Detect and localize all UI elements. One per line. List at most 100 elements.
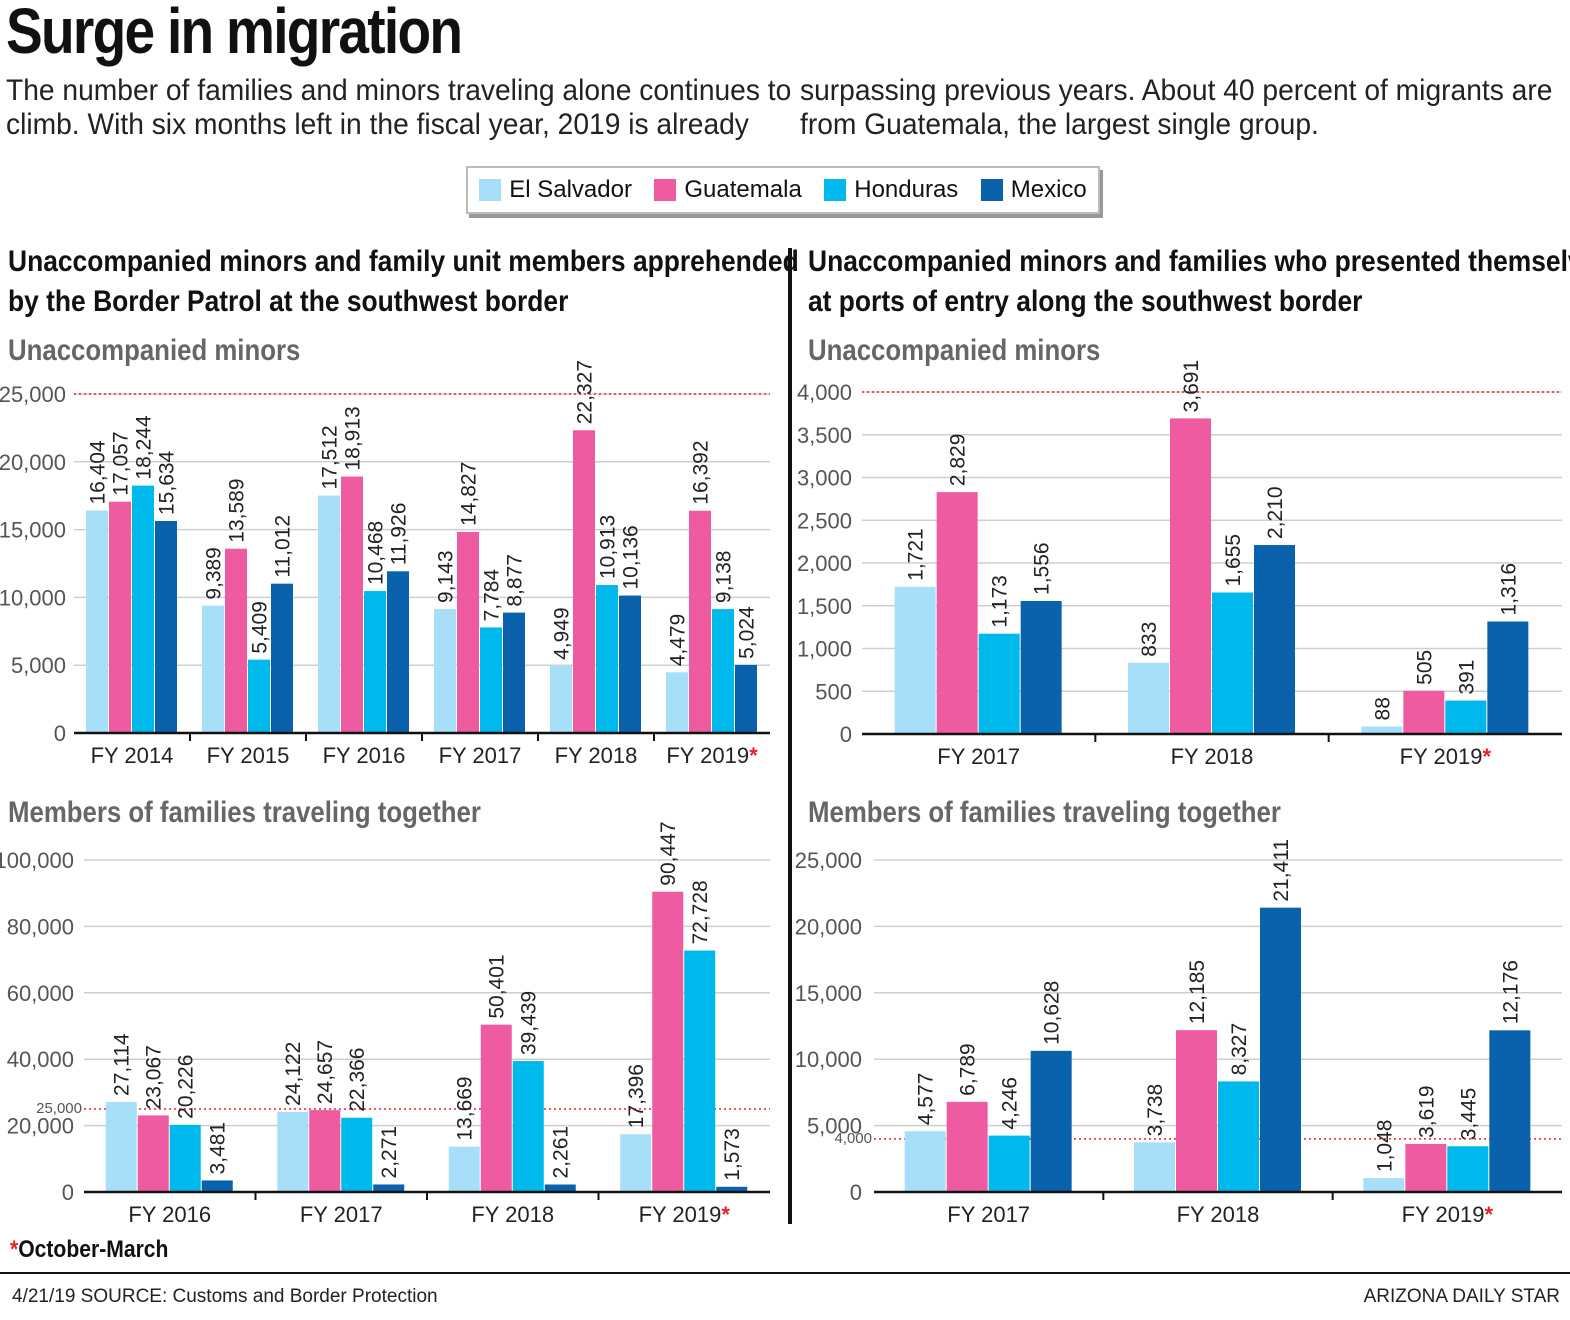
- bar: [1128, 662, 1169, 734]
- x-tick-label: FY 2019*: [1402, 1202, 1494, 1227]
- data-label: 11,926: [388, 503, 411, 566]
- x-tick-label: FY 2019*: [639, 1202, 731, 1227]
- x-tick-label: FY 2018: [471, 1202, 554, 1227]
- intro-right: surpassing previous years. About 40 perc…: [800, 74, 1552, 142]
- data-label: 4,479: [667, 614, 690, 667]
- legend-item-guatemala: Guatemala: [654, 176, 802, 204]
- data-label: 27,114: [111, 1033, 134, 1096]
- intro-left: The number of families and minors travel…: [6, 74, 791, 142]
- data-label: 391: [1455, 660, 1478, 695]
- data-label: 10,628: [1041, 981, 1064, 1045]
- bar: [86, 510, 108, 733]
- bar: [1403, 690, 1445, 734]
- bar: [341, 1117, 373, 1192]
- data-label: 1,556: [1031, 542, 1054, 595]
- bar: [225, 548, 247, 733]
- data-label: 7,784: [481, 569, 504, 622]
- data-label: 10,468: [365, 521, 388, 585]
- bar: [109, 501, 131, 733]
- star-marker: *: [749, 743, 758, 768]
- footnote-text: October-March: [18, 1236, 169, 1263]
- bar: [1445, 700, 1487, 734]
- bar: [1020, 600, 1062, 734]
- section-title-ports-of-entry: Unaccompanied minors and families who pr…: [808, 242, 1570, 322]
- legend-label: Mexico: [1010, 176, 1087, 203]
- legend-item-el-salvador: El Salvador: [479, 176, 632, 204]
- data-label: 4,246: [999, 1077, 1022, 1130]
- bar: [1487, 621, 1529, 734]
- data-label: 16,392: [690, 440, 713, 504]
- section-title-line: Unaccompanied minors and families who pr…: [808, 245, 1570, 278]
- data-label: 2,829: [947, 434, 970, 487]
- star-marker: *: [1484, 1202, 1493, 1227]
- bar: [1218, 1081, 1259, 1192]
- bar: [716, 1186, 748, 1192]
- data-label: 9,138: [713, 551, 736, 604]
- bar: [620, 1134, 652, 1192]
- data-label: 3,691: [1180, 360, 1203, 413]
- data-label: 14,827: [458, 462, 481, 526]
- data-label: 8,877: [504, 554, 527, 607]
- intro-line: surpassing previous years. About 40 perc…: [800, 74, 1553, 107]
- bar: [1170, 418, 1211, 734]
- bar: [364, 591, 386, 733]
- bar: [434, 609, 456, 733]
- x-tick-label: FY 2017: [439, 743, 522, 768]
- bar: [271, 583, 293, 733]
- bar: [137, 1115, 169, 1192]
- data-label: 1,721: [905, 528, 928, 581]
- x-tick-label: FY 2019*: [666, 743, 758, 768]
- y-tick-label: 0: [840, 722, 852, 747]
- y-tick-label: 0: [62, 1180, 74, 1205]
- y-tick-label: 0: [54, 721, 66, 746]
- bar: [1212, 592, 1253, 734]
- footnote: *October-March: [10, 1236, 168, 1264]
- footer-rule: [0, 1272, 1570, 1274]
- bar: [1030, 1050, 1072, 1192]
- data-label: 12,176: [1499, 960, 1522, 1024]
- bar: [666, 672, 688, 733]
- y-tick-label: 1,500: [797, 594, 852, 619]
- y-tick-label: 20,000: [7, 1114, 74, 1139]
- x-tick-label: FY 2016: [323, 743, 406, 768]
- y-tick-label: 3,500: [797, 423, 852, 448]
- y-tick-label: 25,000: [0, 382, 66, 407]
- y-tick-label: 500: [815, 679, 852, 704]
- data-label: 8,327: [1228, 1023, 1251, 1076]
- bar: [448, 1146, 480, 1192]
- section-title-line: Unaccompanied minors and family unit mem…: [8, 245, 799, 278]
- page-title: Surge in migration: [6, 0, 463, 67]
- bar: [512, 1061, 544, 1192]
- y-tick-label: 3,000: [797, 466, 852, 491]
- y-tick-label: 4,000: [797, 380, 852, 405]
- y-tick-label: 2,000: [797, 551, 852, 576]
- data-label: 1,655: [1222, 534, 1245, 587]
- y-tick-label: 60,000: [7, 981, 74, 1006]
- legend-label: Honduras: [854, 176, 959, 203]
- data-label: 9,143: [435, 550, 458, 603]
- bar: [1134, 1142, 1175, 1192]
- source-line: 4/21/19 SOURCE: Customs and Border Prote…: [12, 1286, 438, 1307]
- y-tick-label: 1,000: [797, 637, 852, 662]
- chart-bp-minors: Unaccompanied minors 0 5,000 10,000 15,000 20…: [0, 333, 770, 768]
- x-tick-label: FY 2014: [91, 743, 174, 768]
- footnote-star: *: [10, 1236, 19, 1263]
- legend-swatch: [654, 179, 677, 201]
- data-label: 16,404: [87, 440, 110, 505]
- bar: [1447, 1146, 1489, 1192]
- bar: [503, 612, 525, 733]
- reference-line-label: 25,000: [36, 1100, 82, 1117]
- bar: [988, 1135, 1030, 1192]
- data-label: 11,012: [272, 515, 295, 578]
- bar: [573, 430, 595, 733]
- x-tick-label: FY 2018: [1171, 744, 1254, 769]
- bar: [387, 571, 409, 733]
- y-tick-label: 5,000: [807, 1114, 862, 1139]
- data-label: 3,481: [207, 1122, 230, 1175]
- data-label: 12,185: [1186, 960, 1209, 1024]
- legend-label: El Salvador: [509, 176, 632, 203]
- section-title-line: by the Border Patrol at the southwest bo…: [8, 285, 569, 318]
- column-divider: [788, 248, 792, 1224]
- data-label: 5,409: [249, 601, 272, 654]
- data-label: 9,389: [203, 547, 226, 600]
